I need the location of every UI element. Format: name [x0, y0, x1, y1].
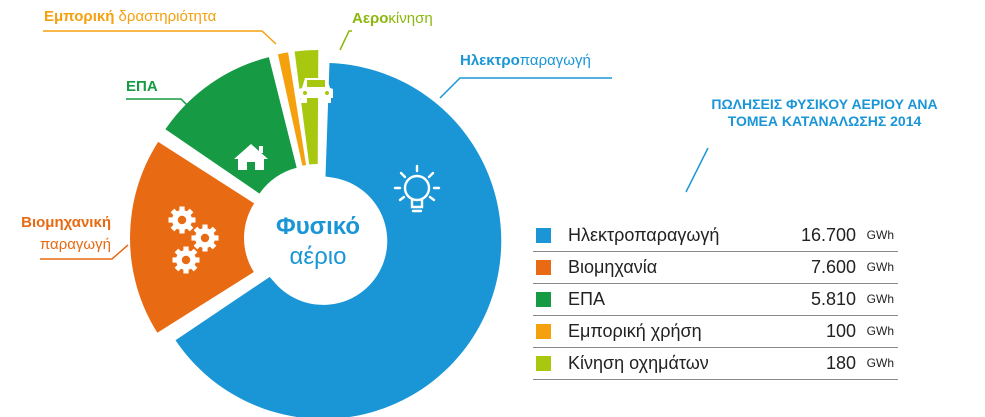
gears-icon	[168, 206, 219, 274]
legend-value-transport: 180	[825, 353, 856, 373]
callout-commercial-rest: δραστηριότητα	[114, 8, 217, 25]
callout-power: Ηλεκτροπαραγωγή	[460, 52, 591, 69]
legend-name-power: Ηλεκτροπαραγωγή	[568, 225, 720, 245]
legend-unit-power: GWh	[866, 228, 894, 242]
callout-transport-bold: Αερο	[352, 10, 389, 27]
legend-row-transport: Κίνηση οχημάτων 180 GWh	[533, 348, 898, 380]
legend-swatch-power	[536, 228, 551, 243]
legend-title: ΠΩΛΗΣΕΙΣ ΦΥΣΙΚΟΥ ΑΕΡΙΟΥ ΑΝΑ ΤΟΜΕΑ ΚΑΤΑΝΑ…	[682, 96, 967, 130]
legend-unit-industry: GWh	[866, 260, 894, 274]
leader-epa	[126, 98, 199, 117]
callout-commercial-bold: Εμπορική	[44, 8, 115, 25]
callout-power-rest: παραγωγή	[519, 52, 591, 69]
callout-commercial: Εμπορική δραστηριότητα	[44, 8, 216, 25]
legend-value-industry: 7.600	[810, 257, 856, 277]
legend-swatch-industry	[536, 260, 551, 275]
legend-title-line-1: ΠΩΛΗΣΕΙΣ ΦΥΣΙΚΟΥ ΑΕΡΙΟΥ ΑΝΑ	[711, 96, 938, 112]
legend-unit-commercial: GWh	[866, 324, 894, 338]
pie-slice-commercial	[277, 52, 307, 166]
leader-legend-title	[685, 147, 709, 193]
leader-commercial	[43, 30, 277, 45]
legend-unit-epa: GWh	[866, 292, 894, 306]
leader-transport	[339, 30, 352, 51]
legend-unit-transport: GWh	[866, 356, 894, 370]
legend-title-line-2: ΤΟΜΕΑ ΚΑΤΑΝΑΛΩΣΗΣ 2014	[727, 113, 922, 129]
center-label-line-2: αέριο	[290, 243, 347, 270]
legend-value-epa: 5.810	[810, 289, 856, 309]
lightbulb-icon	[393, 164, 441, 213]
callout-power-bold: Ηλεκτρο	[460, 52, 520, 69]
leader-industry	[40, 244, 129, 260]
callout-industry-rest: παραγωγή	[39, 236, 111, 253]
legend-swatch-transport	[536, 356, 551, 371]
legend-name-transport: Κίνηση οχημάτων	[568, 353, 709, 373]
legend-swatch-commercial	[536, 324, 551, 339]
legend-value-commercial: 100	[825, 321, 856, 341]
legend-row-epa: ΕΠΑ 5.810 GWh	[533, 284, 898, 316]
legend-row-industry: Βιομηχανία 7.600 GWh	[533, 252, 898, 284]
legend-row-power: Ηλεκτροπαραγωγή 16.700 GWh	[533, 220, 898, 252]
pie-slice-transport	[294, 50, 319, 165]
pie-slice-power	[175, 63, 502, 417]
legend-swatch-epa	[536, 292, 551, 307]
legend-value-power: 16.700	[800, 225, 856, 245]
callout-industry: Βιομηχανική παραγωγή	[5, 212, 111, 256]
callout-epa-bold: ΕΠΑ	[126, 78, 158, 95]
house-icon	[234, 144, 268, 170]
legend-name-industry: Βιομηχανία	[568, 257, 658, 277]
center-label-line-1: Φυσικό	[276, 213, 360, 240]
leader-power	[439, 77, 612, 99]
callout-transport: Αεροκίνηση	[352, 10, 433, 27]
legend-row-commercial: Εμπορική χρήση 100 GWh	[533, 316, 898, 348]
center-disc	[256, 176, 380, 300]
callout-epa: ΕΠΑ	[126, 78, 158, 95]
callout-industry-bold: Βιομηχανική	[21, 214, 111, 231]
legend-name-epa: ΕΠΑ	[568, 289, 606, 309]
callout-transport-rest: κίνηση	[388, 10, 433, 27]
legend-name-commercial: Εμπορική χρήση	[568, 321, 702, 341]
car-icon	[299, 78, 333, 103]
